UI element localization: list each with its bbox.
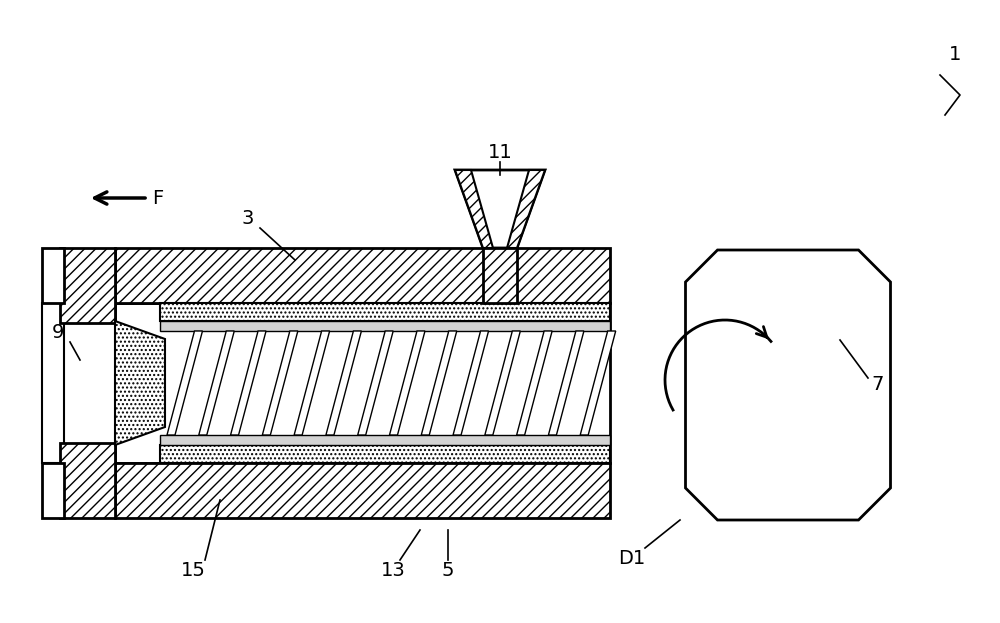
Text: 13: 13 [381, 561, 405, 579]
Text: 11: 11 [488, 143, 512, 161]
Text: F: F [152, 189, 164, 207]
Polygon shape [548, 331, 584, 435]
Bar [60, 443, 115, 518]
Polygon shape [517, 331, 552, 435]
Polygon shape [507, 170, 545, 248]
Text: 7: 7 [872, 376, 884, 394]
Bar [42, 248, 64, 303]
Bar [160, 303, 610, 321]
Polygon shape [686, 250, 891, 520]
Bar [160, 435, 610, 445]
Polygon shape [390, 331, 425, 435]
Text: 1: 1 [949, 45, 961, 65]
Text: 3: 3 [242, 209, 254, 227]
Polygon shape [115, 321, 165, 445]
Bar [42, 303, 64, 463]
Bar [60, 248, 115, 323]
Polygon shape [358, 331, 393, 435]
Polygon shape [167, 331, 202, 435]
Polygon shape [455, 170, 545, 248]
Polygon shape [262, 331, 298, 435]
Text: D1: D1 [618, 548, 646, 568]
Polygon shape [485, 331, 520, 435]
Polygon shape [199, 331, 234, 435]
Text: 9: 9 [52, 323, 64, 341]
Bar [115, 248, 610, 303]
Text: 15: 15 [181, 561, 205, 579]
Bar [42, 463, 64, 518]
Text: 5: 5 [442, 561, 454, 579]
Bar [115, 463, 610, 518]
Bar [115, 303, 610, 463]
Polygon shape [294, 331, 330, 435]
Bar [483, 248, 517, 303]
Polygon shape [421, 331, 457, 435]
Polygon shape [453, 331, 489, 435]
Bar [160, 321, 610, 331]
Bar [160, 445, 610, 463]
Polygon shape [231, 331, 266, 435]
Polygon shape [580, 331, 616, 435]
Polygon shape [455, 170, 493, 248]
Polygon shape [326, 331, 361, 435]
